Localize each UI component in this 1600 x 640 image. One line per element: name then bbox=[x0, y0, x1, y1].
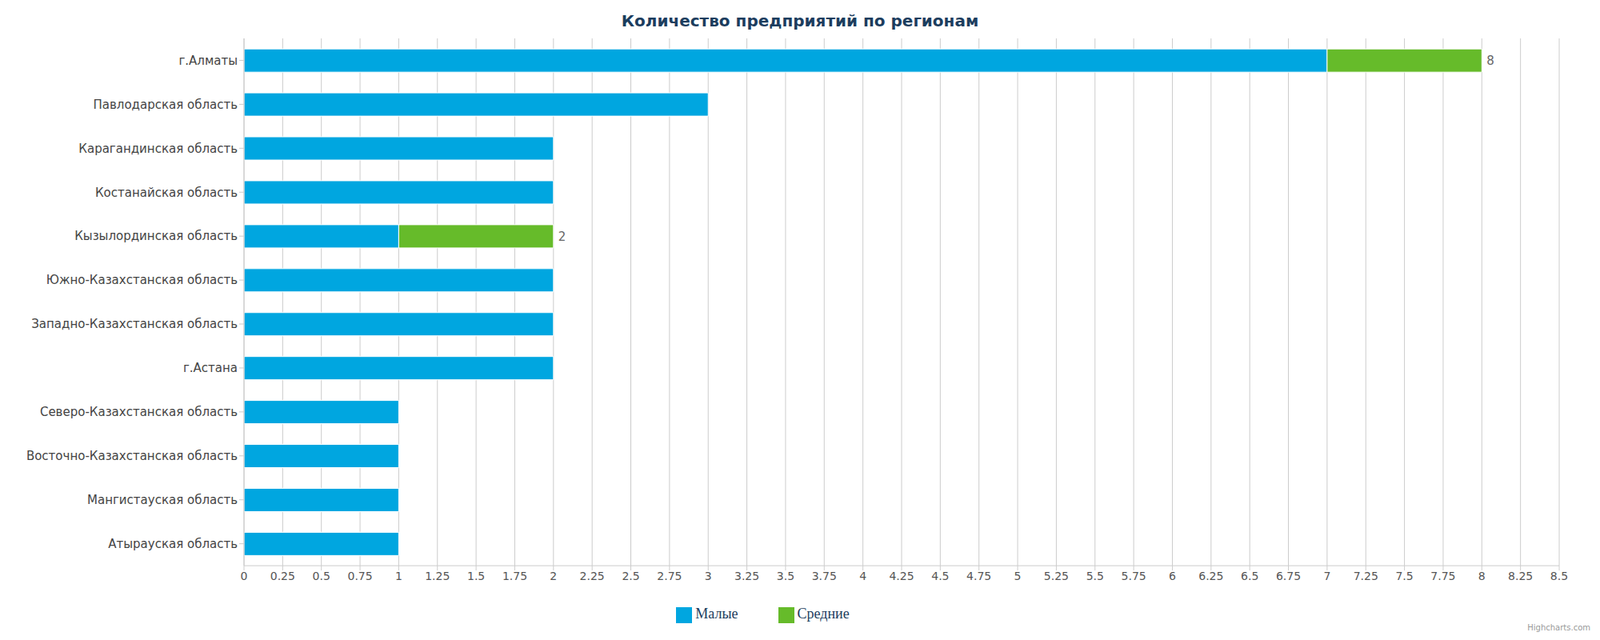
svg-text:2: 2 bbox=[549, 569, 557, 583]
svg-text:1.5: 1.5 bbox=[467, 569, 485, 583]
svg-text:5: 5 bbox=[1014, 569, 1022, 583]
svg-text:4: 4 bbox=[859, 569, 867, 583]
svg-text:Восточно-Казахстанская область: Восточно-Казахстанская область bbox=[26, 448, 238, 464]
svg-text:6.5: 6.5 bbox=[1240, 569, 1259, 583]
svg-text:2.5: 2.5 bbox=[621, 569, 640, 583]
svg-text:3.5: 3.5 bbox=[776, 569, 795, 583]
svg-text:0: 0 bbox=[240, 569, 248, 583]
svg-text:Карагандинская область: Карагандинская область bbox=[78, 141, 238, 156]
svg-text:3.25: 3.25 bbox=[734, 569, 760, 583]
svg-text:7.75: 7.75 bbox=[1430, 569, 1456, 583]
svg-text:7.5: 7.5 bbox=[1395, 569, 1413, 583]
svg-text:6: 6 bbox=[1168, 569, 1176, 583]
svg-text:4.25: 4.25 bbox=[888, 569, 914, 583]
svg-text:0.5: 0.5 bbox=[312, 569, 331, 583]
html-text:Средние: Средние bbox=[797, 605, 850, 622]
svg-text:4.75: 4.75 bbox=[966, 569, 992, 583]
svg-text:3.75: 3.75 bbox=[812, 569, 837, 583]
svg-text:г.Астана: г.Астана bbox=[183, 360, 238, 376]
svg-text:2.75: 2.75 bbox=[656, 569, 682, 583]
svg-text:4.5: 4.5 bbox=[931, 569, 949, 583]
svg-text:Мангистауская область: Мангистауская область bbox=[87, 492, 238, 508]
svg-text:1: 1 bbox=[395, 569, 403, 583]
html-text:Малые: Малые bbox=[695, 605, 738, 622]
svg-text:Западно-Казахстанская область: Западно-Казахстанская область bbox=[31, 316, 238, 332]
svg-text:5.5: 5.5 bbox=[1086, 569, 1104, 583]
svg-text:1.25: 1.25 bbox=[424, 569, 450, 583]
svg-text:Южно-Казахстанская область: Южно-Казахстанская область bbox=[46, 272, 238, 288]
svg-text:Северо-Казахстанская область: Северо-Казахстанская область bbox=[40, 404, 238, 420]
svg-text:1.75: 1.75 bbox=[502, 569, 528, 583]
svg-text:Павлодарская область: Павлодарская область bbox=[93, 97, 238, 112]
svg-text:8: 8 bbox=[1486, 53, 1495, 68]
svg-text:6.75: 6.75 bbox=[1276, 569, 1301, 583]
svg-text:7: 7 bbox=[1323, 569, 1331, 583]
svg-text:0.75: 0.75 bbox=[347, 569, 372, 583]
svg-text:Кызылординская область: Кызылординская область bbox=[74, 228, 238, 244]
svg-text:г.Алматы: г.Алматы bbox=[178, 53, 238, 68]
svg-text:3: 3 bbox=[704, 569, 712, 583]
svg-text:7.25: 7.25 bbox=[1353, 569, 1379, 583]
svg-text:8.25: 8.25 bbox=[1508, 569, 1533, 583]
svg-text:5.75: 5.75 bbox=[1121, 569, 1147, 583]
svg-text:2.25: 2.25 bbox=[580, 569, 605, 583]
html-text:Highcharts.com: Highcharts.com bbox=[1527, 623, 1591, 632]
svg-text:2: 2 bbox=[558, 229, 567, 244]
svg-text:6.25: 6.25 bbox=[1198, 569, 1224, 583]
svg-text:Костанайская область: Костанайская область bbox=[95, 185, 238, 200]
svg-text:5.25: 5.25 bbox=[1044, 569, 1069, 583]
svg-text:0.25: 0.25 bbox=[270, 569, 296, 583]
html-text:Количество предприятий по реги: Количество предприятий по регионам bbox=[621, 11, 979, 31]
svg-text:8.5: 8.5 bbox=[1550, 569, 1568, 583]
svg-text:8: 8 bbox=[1478, 569, 1486, 583]
svg-text:Атырауская область: Атырауская область bbox=[108, 536, 238, 552]
